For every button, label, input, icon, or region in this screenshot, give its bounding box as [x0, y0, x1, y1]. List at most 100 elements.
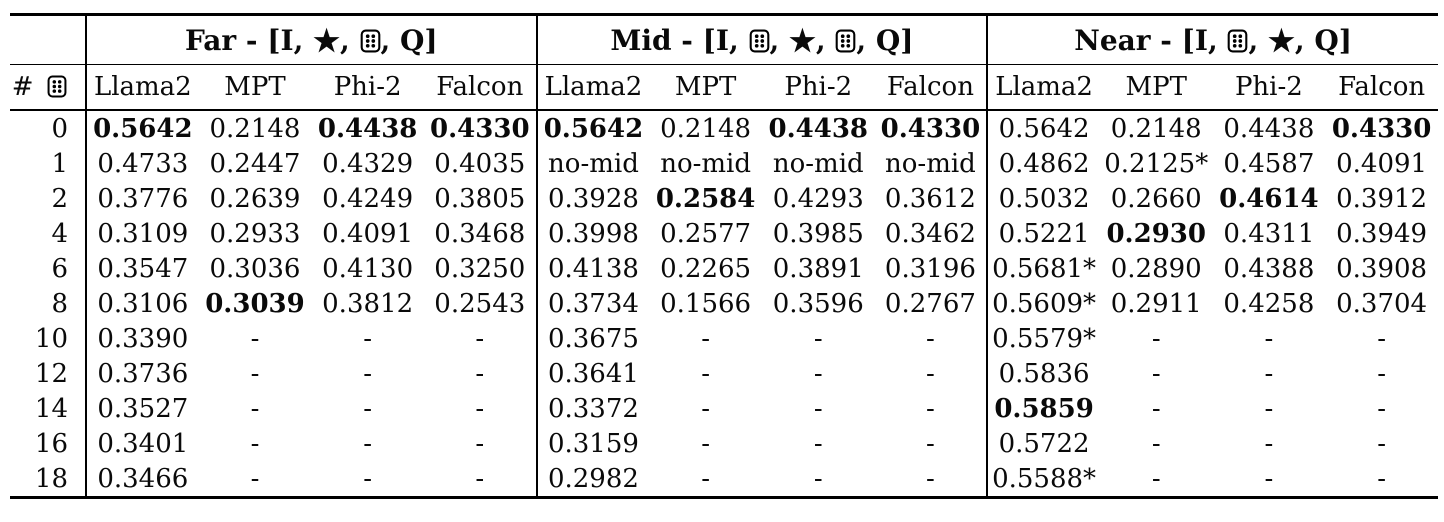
value-cell-mid-phi-2: - [813, 428, 823, 459]
dice-icon [1228, 29, 1248, 52]
table-row: 10 0.3390- - -0.3675- - -0.5579* - - - [10, 321, 1438, 356]
value-cell-far-llama2: 0.3527 [97, 393, 189, 424]
value-cell-near-falcon: - [1377, 393, 1386, 424]
value-cell-mid-mpt: no-mid [660, 148, 751, 179]
row-count: 18 [10, 461, 87, 498]
value-cell-far-llama2: 0.3106 [97, 288, 189, 319]
model-column-header-near-phi-2: Phi-2 [1212, 64, 1326, 111]
row-count: 6 [10, 251, 87, 286]
row-count: 0 [10, 110, 87, 146]
value-cell-far-llama2: 0.3547 [97, 253, 189, 284]
value-cell-mid-phi-2: - [813, 323, 823, 354]
value-cell-far-phi-2: 0.4249 [322, 183, 414, 214]
value-cell-mid-mpt: - [701, 428, 710, 459]
table-row: 0 0.5642 0.2148 0.4438 0.4330 0.5642 0.2148 0.4… [10, 110, 1438, 146]
corner-spacer [10, 14, 87, 65]
value-cell-mid-llama2: 0.2982 [547, 463, 639, 494]
group-title-text: , [815, 23, 836, 57]
group-header-row: Far - [I, ★, , Q] Mid - [I, , ★, , Q] Near… [10, 14, 1438, 65]
value-cell-mid-llama2: no-mid [548, 148, 639, 179]
value-cell-mid-mpt: - [701, 323, 710, 354]
value-cell-near-falcon: 0.3949 [1336, 218, 1428, 249]
value-cell-near-falcon: 0.3912 [1336, 183, 1428, 214]
value-cell-mid-llama2: 0.3159 [547, 428, 639, 459]
value-cell-near-falcon: - [1377, 428, 1386, 459]
value-cell-near-phi-2: 0.4438 [1223, 113, 1315, 144]
value-cell-mid-llama2: 0.3734 [547, 288, 639, 319]
row-count: 1 [10, 146, 87, 181]
value-cell-near-llama2: 0.5681* [992, 253, 1097, 284]
value-cell-near-llama2: 0.5032 [998, 183, 1090, 214]
value-cell-near-phi-2: - [1264, 323, 1274, 354]
value-cell-far-falcon: 0.4035 [423, 146, 538, 181]
value-cell-near-phi-2: - [1264, 428, 1274, 459]
value-cell-near-mpt: 0.2911 [1110, 288, 1202, 319]
model-column-header-near-mpt: MPT [1099, 64, 1213, 111]
value-cell-near-phi-2: - [1264, 393, 1274, 424]
star-icon: ★ [313, 23, 341, 59]
model-column-header-near-falcon: Falcon [1325, 64, 1438, 111]
value-cell-near-mpt: 0.2660 [1110, 183, 1202, 214]
value-cell-near-llama2: 0.5836 [998, 358, 1090, 389]
value-cell-mid-mpt: 0.2577 [660, 218, 752, 249]
value-cell-near-phi-2: - [1264, 358, 1274, 389]
value-cell-near-phi-2: 0.4388 [1223, 253, 1315, 284]
group-header-near: Near - [I, , ★, Q] [987, 14, 1438, 65]
group-title-text: , [769, 23, 789, 57]
value-cell-far-phi-2: 0.3812 [322, 288, 414, 319]
value-cell-mid-falcon: 0.3612 [874, 181, 989, 216]
dice-icon [749, 29, 769, 52]
value-cell-far-mpt: - [250, 428, 260, 459]
value-cell-mid-mpt: - [701, 358, 710, 389]
value-cell-near-falcon: - [1377, 323, 1386, 354]
group-title-text: Far - [I, [184, 23, 314, 57]
row-count: 14 [10, 391, 87, 426]
value-cell-far-mpt: 0.2933 [209, 218, 301, 249]
value-cell-far-phi-2: 0.4438 [317, 113, 418, 144]
value-cell-near-falcon: 0.4091 [1336, 148, 1428, 179]
group-title-text: Near - [I, [1074, 23, 1228, 57]
value-cell-far-falcon: 0.3805 [423, 181, 538, 216]
value-cell-far-falcon: 0.3250 [423, 251, 538, 286]
value-cell-far-llama2: 0.4733 [97, 148, 189, 179]
value-cell-far-falcon: - [423, 321, 538, 356]
value-cell-far-falcon: - [423, 461, 538, 498]
value-cell-near-mpt: 0.2148 [1110, 113, 1202, 144]
value-cell-far-falcon: - [423, 426, 538, 461]
model-column-header-far-phi-2: Phi-2 [311, 64, 424, 111]
value-cell-far-mpt: - [250, 463, 260, 494]
value-cell-mid-llama2: 0.3998 [547, 218, 639, 249]
value-cell-mid-llama2: 0.3928 [547, 183, 639, 214]
value-cell-near-llama2: 0.5221 [998, 218, 1090, 249]
group-title-text: , Q] [1294, 23, 1353, 57]
value-cell-mid-falcon: 0.3196 [874, 251, 989, 286]
value-cell-near-mpt: - [1151, 393, 1161, 424]
value-cell-near-mpt: - [1151, 323, 1161, 354]
value-cell-far-llama2: 0.5642 [93, 113, 193, 144]
value-cell-far-phi-2: - [363, 393, 373, 424]
star-icon: ★ [1267, 23, 1295, 59]
value-cell-far-llama2: 0.3776 [97, 183, 189, 214]
value-cell-far-falcon: - [423, 391, 538, 426]
table-row: 4 0.3109 0.2933 0.4091 0.3468 0.3998 0.2577 0.3… [10, 216, 1438, 251]
value-cell-far-llama2: 0.3390 [97, 323, 189, 354]
value-cell-mid-phi-2: no-mid [772, 148, 864, 179]
value-cell-mid-phi-2: - [813, 393, 823, 424]
value-cell-mid-falcon: 0.4330 [874, 110, 989, 146]
row-count: 8 [10, 286, 87, 321]
table-row: 14 0.3527- - -0.3372- - -0.5859- - - [10, 391, 1438, 426]
value-cell-near-phi-2: 0.4614 [1219, 183, 1319, 214]
value-cell-far-phi-2: - [363, 428, 373, 459]
table-row: 6 0.3547 0.3036 0.4130 0.3250 0.4138 0.2265 0.3… [10, 251, 1438, 286]
value-cell-mid-mpt: 0.2148 [660, 113, 752, 144]
value-cell-far-mpt: 0.3036 [209, 253, 301, 284]
value-cell-mid-llama2: 0.5642 [543, 113, 644, 144]
value-cell-far-mpt: - [250, 393, 260, 424]
value-cell-far-phi-2: 0.4130 [322, 253, 414, 284]
value-cell-near-falcon: 0.3908 [1336, 253, 1428, 284]
value-cell-mid-phi-2: 0.3891 [772, 253, 864, 284]
value-cell-far-mpt: - [250, 323, 260, 354]
value-cell-near-llama2: 0.5642 [998, 113, 1090, 144]
table-header: Far - [I, ★, , Q] Mid - [I, , ★, , Q] Near… [10, 14, 1438, 111]
